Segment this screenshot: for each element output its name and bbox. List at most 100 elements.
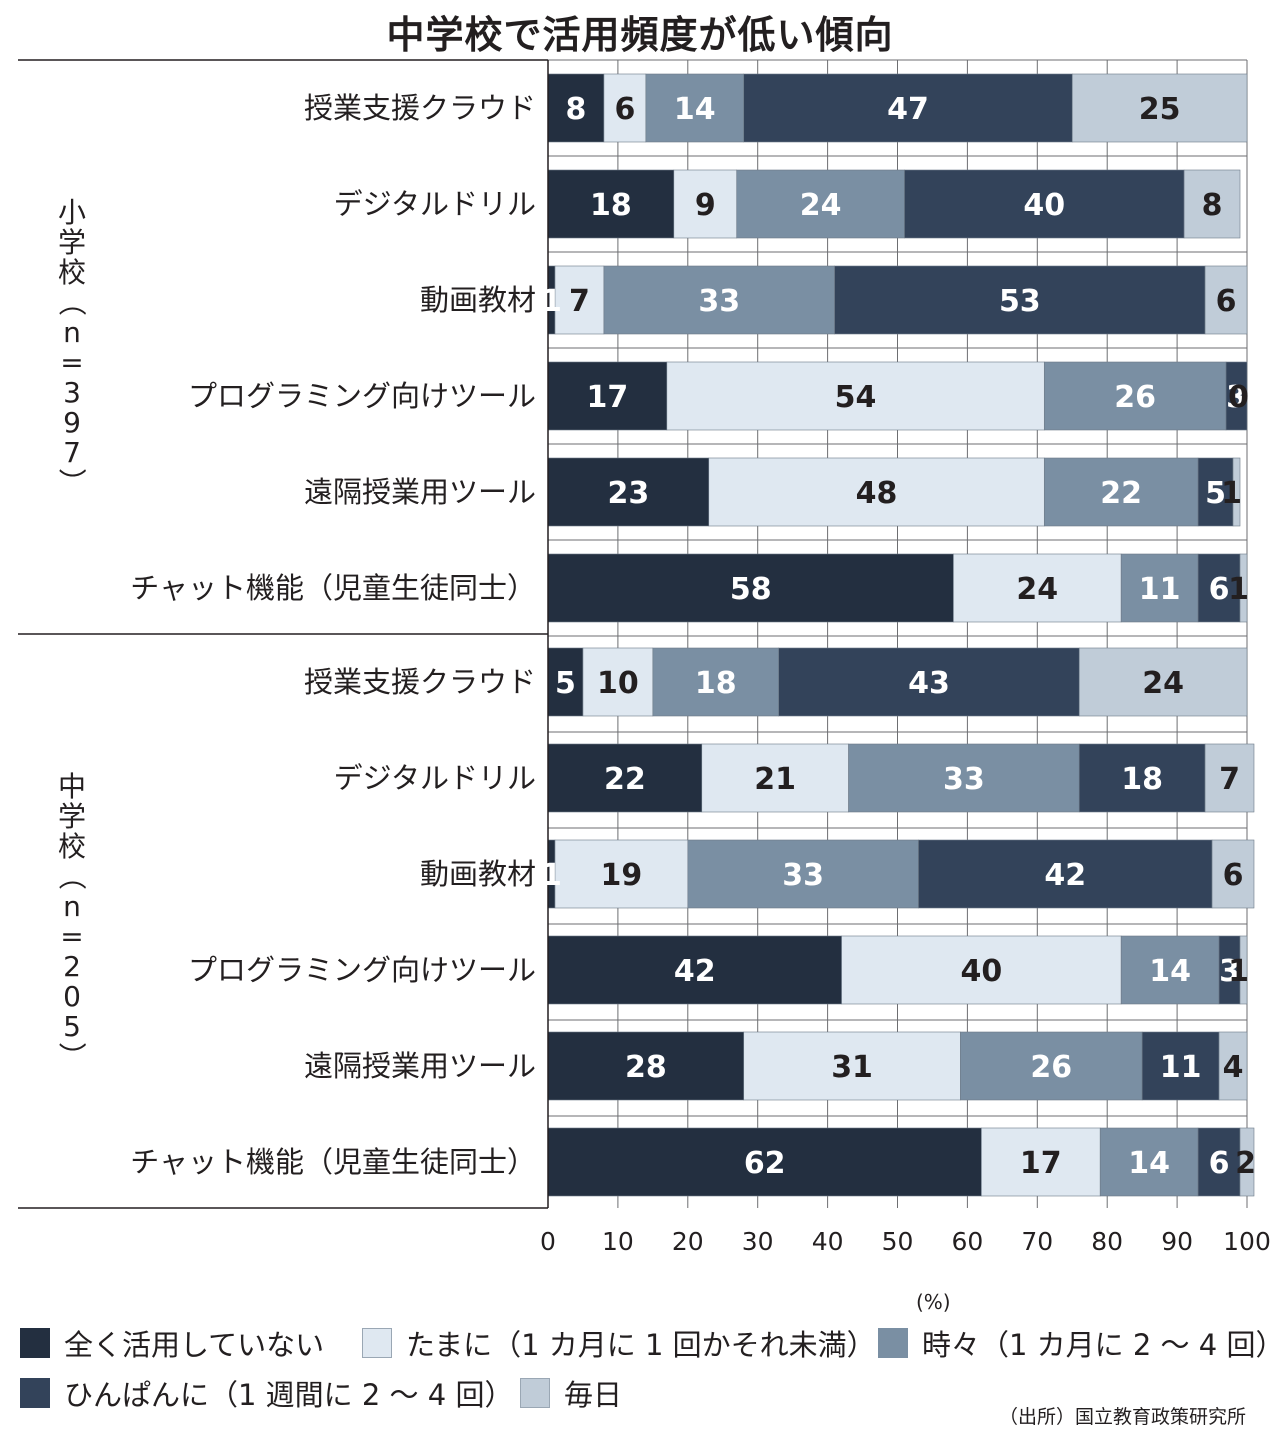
data-label: 33 [782,858,824,893]
data-label: 14 [674,92,716,127]
data-label: 31 [831,1050,873,1085]
data-label: 58 [730,572,772,607]
bar-segment [547,743,703,813]
legend-label: 全く活用していない [64,1328,325,1362]
data-label: 33 [943,762,985,797]
bar-segment [547,553,954,623]
group-label-char: = [60,346,83,379]
data-label: 28 [625,1050,667,1085]
data-label: 9 [695,188,716,223]
bar-segment [1078,743,1206,813]
bar-segment [687,839,919,909]
bar-segment [547,169,675,239]
frame-layer [18,59,549,1209]
data-label: 6 [614,92,635,127]
bar-segment [1043,361,1227,431]
data-label: 19 [601,858,643,893]
data-label: 1 [1221,476,1242,511]
data-label: 6 [1209,572,1230,607]
bar-segment [981,1127,1101,1197]
x-tick-label: 20 [672,1227,704,1256]
group-label-char: 校 [58,830,86,863]
bar-segment [554,839,689,909]
group-label-char: 学 [58,226,86,259]
data-label: 11 [1160,1050,1202,1085]
data-label: 1 [541,858,562,893]
category-label: 動画教材 [420,857,536,891]
bar-segment [554,265,605,335]
data-label: 26 [1030,1050,1072,1085]
legend-swatch [878,1328,908,1358]
group-label-char: n [63,890,81,923]
group-label-char: 5 [63,1010,81,1043]
bar-segment [743,73,1073,143]
data-label: 5 [1205,476,1226,511]
bar-segment [547,457,710,527]
bar-segment [1197,553,1241,623]
data-label: 7 [569,284,590,319]
source-note: （出所）国立教育政策研究所 [998,1406,1246,1428]
category-label: デジタルドリル [334,187,536,221]
group-label-char: 3 [63,376,81,409]
x-tick-label: 80 [1091,1227,1123,1256]
bar-segment [1218,1031,1248,1101]
bar-segment [603,73,647,143]
bar-segment [778,647,1080,717]
bar-segment [547,935,842,1005]
category-label: 遠隔授業用ツール [304,475,536,509]
unit-label: (%) [916,1290,951,1314]
bar-segment [1120,935,1220,1005]
bar-segment [1211,839,1255,909]
data-label: 0 [1228,380,1249,415]
bar-segment [1197,457,1234,527]
bar-segment [666,361,1045,431]
bar-segment [1071,73,1248,143]
bar-segment [547,647,584,717]
data-label: 17 [587,380,629,415]
category-label: 授業支援クラウド [304,91,536,125]
x-tick-label: 60 [951,1227,983,1256]
bar-segment [1099,1127,1199,1197]
bar-segment [1232,457,1241,527]
bar-segment [848,743,1080,813]
group-label-char: 7 [63,436,81,469]
x-tick-label: 30 [742,1227,774,1256]
bars-layer [547,73,1255,1197]
group-label-char: ） [55,468,88,496]
legend-item: 時々（1 カ月に 2 〜 4 回） [878,1322,1280,1364]
data-label: 1 [1228,954,1249,989]
legend-item: ひんぱんに（1 週間に 2 〜 4 回） [20,1372,513,1414]
x-tick-label: 50 [882,1227,914,1256]
data-label: 14 [1128,1146,1170,1181]
legend-swatch [362,1328,392,1358]
data-label: 40 [961,954,1003,989]
data-label: 3 [1219,954,1240,989]
x-tick-label: 100 [1223,1227,1271,1256]
data-label: 10 [597,666,639,701]
bar-segment [1204,265,1248,335]
legend-item: 全く活用していない [20,1322,324,1364]
data-label: 2 [1235,1146,1256,1181]
data-label: 47 [887,92,929,127]
group-label-char: 0 [63,980,81,1013]
data-label: 23 [608,476,650,511]
data-label: 1 [1228,572,1249,607]
group-label-char: 2 [63,950,81,983]
bar-segment [708,457,1045,527]
x-tick-label: 90 [1161,1227,1193,1256]
data-label: 17 [1020,1146,1062,1181]
bar-segment [1225,361,1248,431]
data-label: 8 [1202,188,1223,223]
data-label: 40 [1023,188,1065,223]
data-label: 6 [1223,858,1244,893]
legend-item: 毎日 [520,1372,622,1414]
category-label: デジタルドリル [334,761,536,795]
category-label: プログラミング向けツール [188,953,536,987]
bar-segment [603,265,835,335]
bar-segment [1239,1127,1255,1197]
category-label: チャット機能（児童生徒同士） [130,1145,536,1179]
bar-segment [652,647,779,717]
x-tick-label: 70 [1021,1227,1053,1256]
category-label: 授業支援クラウド [304,665,536,699]
data-label: 14 [1149,954,1191,989]
